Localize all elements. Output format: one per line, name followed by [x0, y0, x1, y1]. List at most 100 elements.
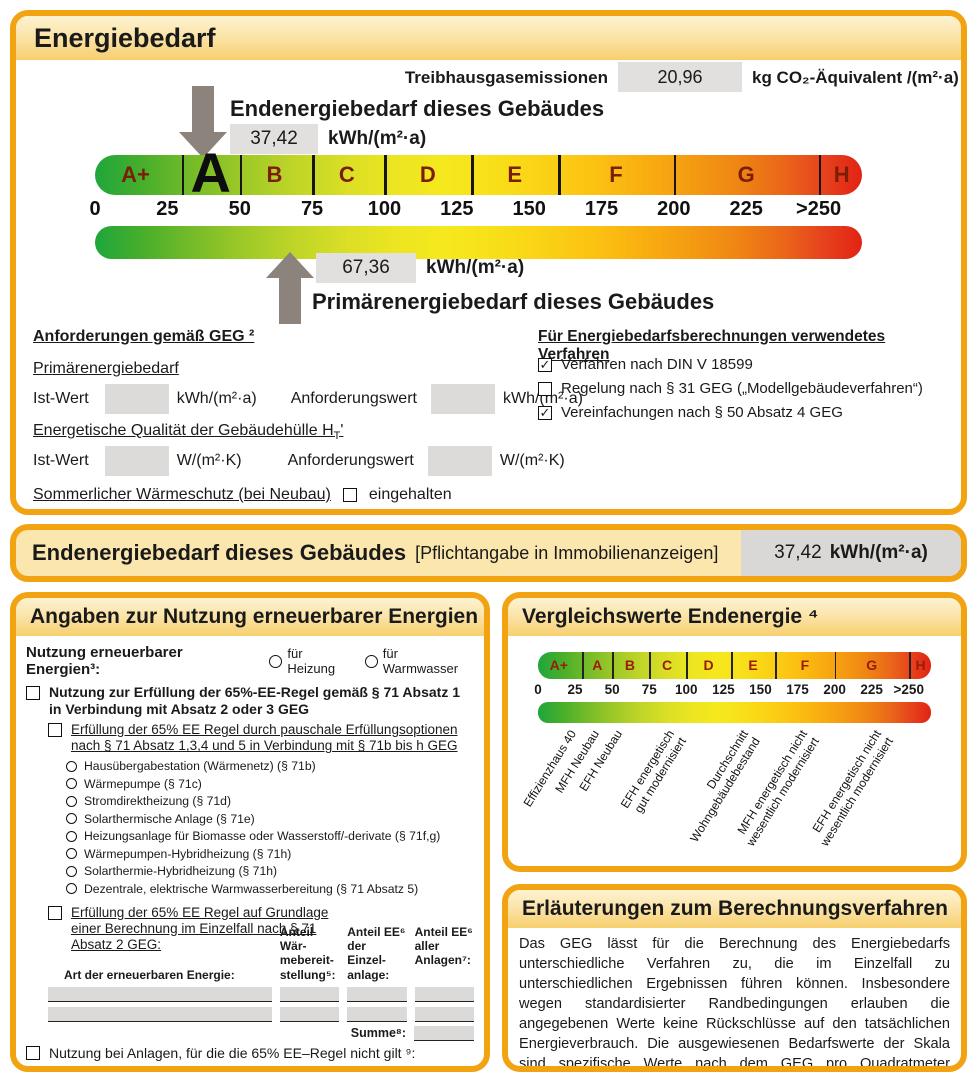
- primaerenergie-label: Primärenergiebedarf dieses Gebäudes: [312, 289, 715, 314]
- rule65-main-label: Nutzung zur Erfüllung der 65%-EE-Regel g…: [49, 684, 460, 718]
- scale-divider: [239, 155, 243, 195]
- usage-row: Nutzung erneuerbarer Energien³: für Heiz…: [26, 644, 474, 678]
- usage-option-label: für Warmwasser: [382, 646, 459, 676]
- primaer-anf-unit: kWh/(m²·a): [502, 390, 583, 407]
- vergleich-title: Vergleichswerte Endenergie ⁴: [522, 605, 819, 628]
- ist-wert-label: Ist-Wert: [33, 452, 89, 469]
- anforderungen-title: Anforderungen gemäß GEG ²: [33, 328, 255, 345]
- scale-tick-label: 25: [567, 682, 583, 697]
- input-field[interactable]: [279, 986, 340, 1002]
- primaer-anf-input[interactable]: [430, 384, 495, 414]
- primaerenergie-unit: kWh/(m²·a): [426, 257, 525, 278]
- erneuerbare-title: Angaben zur Nutzung erneuerbarer Energie…: [30, 605, 479, 628]
- checkbox-not-applicable[interactable]: [26, 1045, 40, 1060]
- scale-tick-label: 175: [786, 682, 809, 697]
- renewable-option: Wärmepumpe (§ 71c): [66, 775, 474, 793]
- energiebedarf-title: Energiebedarf: [16, 16, 961, 60]
- checkbox-rule65-main[interactable]: [26, 686, 40, 700]
- radio-usage-0[interactable]: [269, 654, 283, 668]
- renewable-option-label: Heizungsanlage für Biomasse oder Wassers…: [84, 829, 441, 844]
- page-title: Energiebedarf: [34, 23, 216, 53]
- scale-letter: A+: [549, 657, 568, 673]
- renewable-option: Wärmepumpen-Hybridheizung (§ 71h): [66, 845, 474, 863]
- scale-tick-label: 0: [89, 198, 101, 220]
- input-field[interactable]: [48, 1006, 272, 1022]
- radio-option-2[interactable]: [66, 795, 77, 807]
- scale-tick-label: 200: [657, 198, 691, 220]
- scale-divider: [384, 155, 387, 195]
- up-arrow-head: [265, 252, 314, 278]
- not-applicable-table: Art der erneuerbaren Energie: Anteil EE¹…: [26, 1065, 474, 1066]
- radio-option-5[interactable]: [66, 848, 77, 860]
- banner-note: [Pflichtangabe in Immobilienanzeigen]: [415, 542, 719, 563]
- einzelfall-table: Art der erneuerbaren Energie: Anteil Wär…: [48, 925, 474, 1041]
- radio-option-1[interactable]: [66, 778, 77, 790]
- endenergie-unit: kWh/(m²·a): [328, 128, 427, 149]
- endenergie-banner: Endenergiebedarf dieses Gebäudes [Pflich…: [10, 524, 967, 582]
- table-row: [48, 986, 474, 1002]
- input-field[interactable]: [347, 986, 407, 1002]
- radio-usage-1[interactable]: [364, 654, 378, 668]
- primaer-ist-input[interactable]: [104, 384, 169, 414]
- input-field[interactable]: [414, 986, 474, 1002]
- vergleich-scale-ticks: 0 25 50 75 100 125 150 175 200 225 >250: [534, 682, 931, 699]
- scale-tick-label: 150: [749, 682, 772, 697]
- verfahren-item: Verfahren nach DIN V 18599: [538, 356, 923, 373]
- scale-letter: E: [748, 657, 758, 673]
- scale-tick-label: 50: [228, 198, 251, 220]
- scale-divider: [649, 652, 652, 679]
- col-ee-alle-label: Anteil EE⁶ aller Anlagen⁷:: [414, 925, 473, 968]
- radio-option-3[interactable]: [66, 813, 77, 825]
- scale-letter: C: [661, 657, 673, 673]
- gebaeudehuelle-label: Energetische Qualität der Gebäudehülle H…: [33, 422, 344, 443]
- up-arrow-shaft: [278, 278, 301, 324]
- summe-row: Summe⁸:: [48, 1025, 474, 1041]
- eingehalten-label: eingehalten: [368, 486, 452, 503]
- scale-tick-label: 100: [367, 198, 402, 220]
- col-waerme-label: Anteil Wär- mebereit- stellung⁵:: [279, 925, 336, 982]
- vergleich-gradient-bar: [538, 702, 931, 723]
- input-field[interactable]: [414, 1006, 474, 1022]
- scale-divider: [686, 652, 689, 679]
- huelle-anf-input[interactable]: [427, 446, 492, 476]
- scale-divider: [775, 652, 778, 679]
- checkbox-verfahren-2[interactable]: [538, 406, 552, 420]
- checkbox-rule65-pauschal[interactable]: [48, 723, 62, 738]
- input-field[interactable]: [279, 1006, 340, 1022]
- radio-option-0[interactable]: [66, 760, 77, 772]
- renewable-option-label: Solarthermische Anlage (§ 71e): [84, 811, 255, 826]
- input-field[interactable]: [347, 1006, 407, 1022]
- col-art-label: Art der erneuerbaren Energie:: [64, 967, 235, 982]
- scale-tick-label: 225: [729, 198, 763, 220]
- scale-divider: [908, 652, 911, 679]
- radio-option-4[interactable]: [66, 830, 77, 842]
- summe-input[interactable]: [414, 1025, 474, 1041]
- renewable-option-label: Hausübergabestation (Wärmenetz) (§ 71b): [84, 759, 316, 774]
- scale-letter: D: [419, 162, 436, 187]
- erlaeuterungen-text: Das GEG lässt für die Berechnung des Ene…: [519, 936, 950, 1072]
- renewable-option: Stromdirektheizung (§ 71d): [66, 793, 474, 811]
- banner-title: Endenergiebedarf dieses Gebäudes: [32, 540, 407, 565]
- scale-letter: B: [266, 162, 283, 187]
- radio-option-7[interactable]: [66, 883, 77, 895]
- checkbox-rule65-einzelfall[interactable]: [48, 905, 62, 920]
- verfahren-item-label: Regelung nach § 31 GEG („Modellgebäudeve…: [561, 380, 923, 397]
- input-field[interactable]: [48, 986, 272, 1002]
- checkbox-sommerschutz[interactable]: [342, 488, 357, 502]
- endenergie-value-box: 37,42: [230, 124, 318, 154]
- renewable-option-label: Wärmepumpen-Hybridheizung (§ 71h): [84, 846, 292, 861]
- scale-letter: A+: [121, 162, 150, 187]
- radio-option-6[interactable]: [66, 865, 77, 877]
- scale-tick-label: 75: [300, 198, 324, 220]
- scale-tick-label: 50: [604, 682, 620, 697]
- erlaeuterungen-title: Erläuterungen zum Berechnungsverfahren: [522, 897, 948, 920]
- sommerschutz-label: Sommerlicher Wärmeschutz (bei Neubau): [33, 486, 331, 503]
- scale-tick-label: 125: [712, 682, 735, 697]
- scale-divider: [312, 155, 315, 195]
- checkbox-verfahren-1[interactable]: [538, 382, 552, 396]
- scale-tick-label: 100: [675, 682, 698, 697]
- scale-tick-label: 25: [156, 198, 179, 220]
- huelle-ist-input[interactable]: [104, 446, 169, 476]
- checkbox-verfahren-0[interactable]: [538, 358, 552, 372]
- primaer-ist-unit: kWh/(m²·a): [176, 390, 257, 407]
